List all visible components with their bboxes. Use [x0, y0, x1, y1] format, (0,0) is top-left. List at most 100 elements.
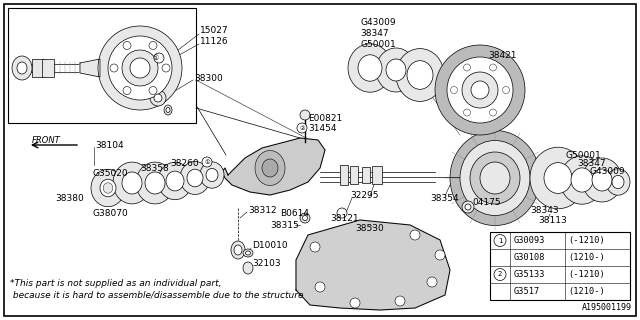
Ellipse shape: [166, 171, 184, 191]
Text: ①: ①: [153, 55, 159, 61]
Circle shape: [110, 64, 118, 72]
Circle shape: [315, 282, 325, 292]
Text: 38113: 38113: [538, 215, 567, 225]
Circle shape: [300, 110, 310, 120]
Polygon shape: [80, 59, 100, 77]
Text: 38358: 38358: [140, 164, 169, 172]
Text: A195001199: A195001199: [582, 303, 632, 312]
Text: (-1210): (-1210): [568, 236, 605, 245]
Circle shape: [465, 204, 471, 210]
Circle shape: [154, 94, 162, 102]
Text: G38070: G38070: [92, 209, 128, 218]
Text: B0614: B0614: [280, 209, 309, 218]
Text: 38121: 38121: [330, 213, 358, 222]
Ellipse shape: [262, 159, 278, 177]
Ellipse shape: [113, 162, 151, 204]
Text: (1210-): (1210-): [568, 253, 605, 262]
Ellipse shape: [470, 152, 520, 204]
Circle shape: [490, 109, 497, 116]
Text: 38312: 38312: [248, 205, 276, 214]
Text: G30093: G30093: [514, 236, 545, 245]
Ellipse shape: [592, 169, 612, 191]
Circle shape: [462, 201, 474, 213]
Circle shape: [150, 90, 166, 106]
Ellipse shape: [180, 162, 210, 195]
Text: G30108: G30108: [514, 253, 545, 262]
Text: 38347: 38347: [360, 28, 388, 37]
Ellipse shape: [358, 55, 382, 81]
Circle shape: [471, 81, 489, 99]
Circle shape: [462, 72, 498, 108]
Text: G35020: G35020: [92, 169, 127, 178]
Ellipse shape: [480, 162, 510, 194]
Polygon shape: [296, 220, 450, 310]
Text: 38343: 38343: [530, 205, 559, 214]
Text: G43009: G43009: [360, 18, 396, 27]
Text: FRONT: FRONT: [32, 135, 61, 145]
Text: 38530: 38530: [355, 223, 384, 233]
Circle shape: [123, 86, 131, 94]
Ellipse shape: [386, 59, 406, 81]
Ellipse shape: [12, 56, 32, 80]
Ellipse shape: [200, 162, 224, 188]
Text: 15027: 15027: [200, 26, 228, 35]
Circle shape: [303, 215, 307, 220]
Ellipse shape: [91, 169, 125, 207]
Bar: [340, 165, 348, 185]
Text: *This part is not supplied as an individual part,: *This part is not supplied as an individ…: [10, 278, 221, 287]
Text: G50001: G50001: [360, 39, 396, 49]
Text: 31454: 31454: [308, 124, 337, 132]
Circle shape: [149, 42, 157, 50]
Text: 38347: 38347: [577, 158, 605, 167]
Circle shape: [463, 109, 470, 116]
Circle shape: [297, 123, 307, 133]
Circle shape: [494, 268, 506, 281]
Circle shape: [447, 57, 513, 123]
Circle shape: [463, 64, 470, 71]
Ellipse shape: [234, 245, 242, 255]
Ellipse shape: [376, 48, 416, 92]
Text: 2: 2: [498, 271, 502, 277]
Text: 1: 1: [498, 237, 502, 244]
Text: 38421: 38421: [488, 51, 516, 60]
Circle shape: [395, 296, 405, 306]
Circle shape: [300, 213, 310, 223]
Text: because it is hard to assemble/disassemble due to the structure: because it is hard to assemble/disassemb…: [10, 291, 303, 300]
Text: ①: ①: [204, 159, 210, 164]
Ellipse shape: [544, 163, 572, 193]
Circle shape: [435, 45, 525, 135]
Ellipse shape: [145, 172, 165, 194]
Text: G43009: G43009: [590, 166, 626, 175]
Text: D10010: D10010: [252, 241, 287, 250]
Ellipse shape: [407, 61, 433, 89]
Text: 38300: 38300: [194, 74, 223, 83]
Ellipse shape: [560, 156, 604, 204]
Text: 04175: 04175: [472, 197, 500, 206]
Ellipse shape: [206, 168, 218, 182]
Circle shape: [154, 53, 164, 63]
Ellipse shape: [396, 49, 444, 101]
Circle shape: [98, 26, 182, 110]
Text: 38260: 38260: [170, 158, 198, 167]
Ellipse shape: [17, 62, 27, 74]
Circle shape: [350, 298, 360, 308]
Circle shape: [123, 42, 131, 50]
Circle shape: [108, 36, 172, 100]
Polygon shape: [222, 138, 325, 195]
Ellipse shape: [530, 147, 586, 209]
Circle shape: [149, 86, 157, 94]
Bar: [350, 166, 358, 184]
Text: 38380: 38380: [55, 194, 84, 203]
Ellipse shape: [571, 168, 593, 192]
Ellipse shape: [606, 169, 630, 195]
Text: G35133: G35133: [514, 270, 545, 279]
Ellipse shape: [255, 150, 285, 186]
Circle shape: [310, 242, 320, 252]
Ellipse shape: [243, 262, 253, 274]
Ellipse shape: [136, 162, 174, 204]
Text: 38354: 38354: [430, 194, 459, 203]
Circle shape: [122, 50, 158, 86]
Text: G3517: G3517: [514, 287, 540, 296]
Text: 38315: 38315: [270, 220, 299, 229]
Text: ②: ②: [299, 125, 305, 131]
